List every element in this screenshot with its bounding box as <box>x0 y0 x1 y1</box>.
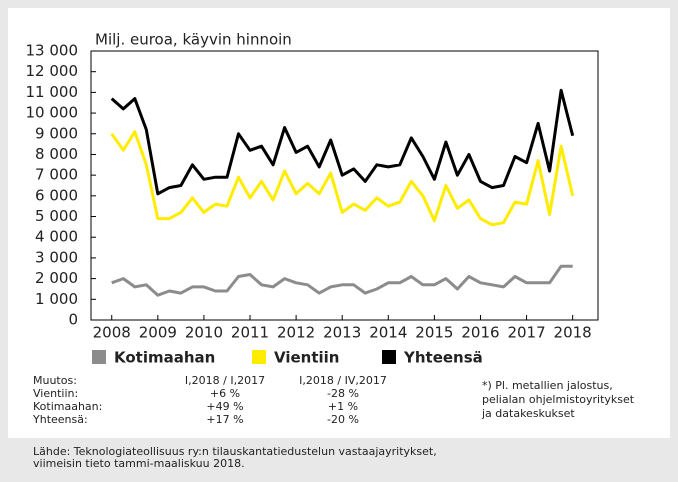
legend-swatch <box>252 350 266 364</box>
y-tick-label: 2 000 <box>35 269 78 287</box>
source: viimeisin tieto tammi-maaliskuu 2018. <box>33 457 245 470</box>
table-cell: +6 % <box>210 387 240 400</box>
x-tick-label: 2012 <box>277 324 315 342</box>
footnote: pelialan ohjelmistoyritykset <box>482 393 635 406</box>
y-tick-label: 11 000 <box>26 83 79 101</box>
x-tick-label: 2018 <box>554 324 592 342</box>
table-cell: +49 % <box>206 400 243 413</box>
table-cell: -28 % <box>327 387 359 400</box>
x-tick-label: 2009 <box>139 324 177 342</box>
y-tick-label: 1 000 <box>35 290 78 308</box>
x-tick-label: 2015 <box>415 324 453 342</box>
line-series <box>111 264 573 297</box>
table-cell: Muutos: <box>33 374 77 387</box>
panel <box>8 8 670 438</box>
y-tick-label: 7 000 <box>35 166 78 184</box>
legend-label: Yhteensä <box>403 349 483 367</box>
y-tick-label: 13 000 <box>26 42 79 60</box>
legend-label: Kotimaahan <box>114 349 215 367</box>
line-series <box>110 88 575 196</box>
table-cell: +17 % <box>206 413 243 426</box>
plot-frame <box>90 50 599 321</box>
table-cell: I,2018 / IV,2017 <box>299 374 387 387</box>
x-tick-label: 2017 <box>507 324 545 342</box>
footnote: *) Pl. metallien jalostus, <box>482 379 613 392</box>
table-cell: Kotimaahan: <box>33 400 102 413</box>
legend-swatch <box>92 350 106 364</box>
source: Lähde: Teknologiateollisuus ry:n tilausk… <box>33 445 437 458</box>
legend-label: Vientiin <box>274 349 339 367</box>
y-tick-label: 12 000 <box>26 62 79 80</box>
x-tick-label: 2013 <box>323 324 361 342</box>
table-cell: Yhteensä: <box>32 413 88 426</box>
line-series <box>110 130 575 227</box>
x-tick-label: 2008 <box>93 324 131 342</box>
y-tick-label: 3 000 <box>35 248 78 266</box>
y-tick-label: 8 000 <box>35 145 78 163</box>
table-cell: -20 % <box>327 413 359 426</box>
table-cell: +1 % <box>328 400 358 413</box>
y-tick-label: 6 000 <box>35 186 78 204</box>
table-cell: Vientiin: <box>33 387 78 400</box>
y-tick-label: 10 000 <box>26 104 79 122</box>
y-tick-label: 4 000 <box>35 228 78 246</box>
y-tick-label: 5 000 <box>35 207 78 225</box>
chart-title: Milj. euroa, käyvin hinnoin <box>95 31 292 49</box>
footnote: ja datakeskukset <box>481 407 575 420</box>
x-tick-label: 2010 <box>185 324 223 342</box>
legend-swatch <box>382 350 396 364</box>
x-tick-label: 2016 <box>461 324 499 342</box>
x-tick-label: 2011 <box>231 324 269 342</box>
y-tick-label: 9 000 <box>35 124 78 142</box>
table-cell: I,2018 / I,2017 <box>185 374 265 387</box>
x-tick-label: 2014 <box>369 324 407 342</box>
y-tick-label: 0 <box>68 311 78 329</box>
